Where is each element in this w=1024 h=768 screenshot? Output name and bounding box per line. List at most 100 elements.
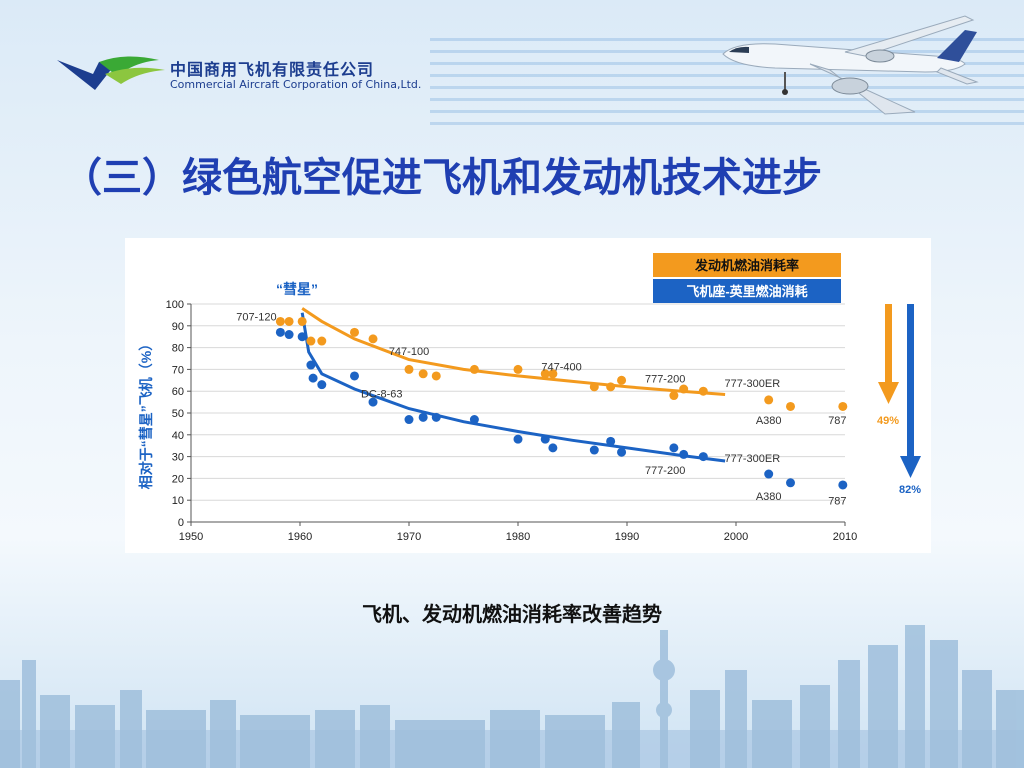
seat-data-point [838, 480, 848, 490]
seat-data-point [308, 373, 318, 383]
aircraft-annotation: 777-200 [645, 373, 685, 385]
engine-data-point [786, 401, 795, 411]
x-tick-label: 1960 [288, 531, 312, 543]
engine-data-point [368, 334, 378, 344]
legend-engine-swatch [653, 253, 841, 277]
engine-data-point [469, 364, 479, 374]
comac-logo [57, 56, 165, 90]
y-tick-label: 50 [172, 408, 184, 420]
trend-line-seat [300, 312, 726, 463]
seat-data-point [764, 469, 774, 479]
seat-data-point [284, 330, 294, 340]
aircraft-annotation: 777-200 [645, 465, 685, 477]
aircraft-annotation: A380 [756, 491, 782, 503]
aircraft-annotation: 707-120 [236, 311, 276, 323]
engine-data-point [764, 395, 774, 405]
city-skyline [0, 625, 1024, 768]
chart-caption: 飞机、发动机燃油消耗率改善趋势 [362, 602, 662, 626]
fuel-efficiency-chart: 0 10 20 30 40 50 60 70 80 90 100 1950 1960 1970 1980 1… [138, 253, 921, 543]
engine-data-point [589, 382, 599, 392]
comet-label: “彗星” [276, 281, 318, 297]
x-tick-label: 1950 [179, 531, 203, 543]
legend-seat-swatch [653, 279, 841, 303]
engine-arrow-icon [878, 304, 899, 404]
seat-data-point [589, 445, 599, 455]
engine-data-point [838, 401, 848, 411]
engine-data-point [284, 316, 294, 326]
engine-data-point [275, 316, 285, 326]
aircraft-annotation: 777-300ER [725, 453, 781, 465]
seat-data-point [418, 412, 428, 422]
y-tick-label: 0 [178, 517, 184, 529]
engine-data-point [606, 382, 616, 392]
seat-data-point [540, 434, 550, 444]
seat-improvement-label: 82% [899, 484, 921, 496]
page-title: （三）绿色航空促进飞机和发动机技术进步 [62, 155, 822, 201]
y-tick-label: 90 [172, 321, 184, 333]
engine-data-point [540, 369, 550, 379]
engine-data-point [617, 375, 627, 385]
seat-data-point [513, 434, 523, 444]
engine-data-point [297, 316, 307, 326]
legend-seat-label: 飞机座-英里燃油消耗 [686, 284, 807, 299]
aircraft-annotation: 787 [828, 496, 846, 508]
engine-data-point [698, 386, 708, 396]
seat-data-point [306, 360, 316, 370]
engine-data-point [404, 364, 414, 374]
y-tick-label: 40 [172, 430, 184, 442]
engine-data-point [513, 364, 523, 374]
engine-data-point [350, 327, 359, 337]
y-tick-label: 20 [172, 473, 184, 485]
aircraft-annotation: DC-8-63 [361, 389, 403, 401]
improvement-arrows: 49% 82% [877, 304, 921, 496]
legend-engine-label: 发动机燃油消耗率 [694, 258, 799, 273]
chart-panel: 0 10 20 30 40 50 60 70 80 90 100 1950 1960 1970 1980 1… [125, 238, 931, 553]
seat-data-point [548, 443, 558, 453]
x-tick-label: 1990 [615, 531, 639, 543]
company-name-cn: 中国商用飞机有限责任公司 [170, 60, 375, 79]
seat-data-point [679, 449, 689, 459]
x-tick-label: 2000 [724, 531, 748, 543]
trend-line-engine [301, 307, 726, 396]
seat-data-point [669, 443, 679, 453]
y-tick-label: 70 [172, 364, 184, 376]
grid-lines [191, 303, 845, 501]
engine-data-point [548, 369, 558, 379]
engine-improvement-label: 49% [877, 415, 899, 427]
x-tick-label: 1980 [506, 531, 530, 543]
aircraft-annotation: 777-300ER [725, 378, 781, 390]
seat-data-point [469, 415, 479, 425]
seat-data-point [404, 415, 414, 425]
seat-arrow-icon [900, 304, 921, 478]
aircraft-annotation: A380 [756, 415, 782, 427]
seat-data-point [350, 371, 359, 381]
y-axis-label: 相对于“彗星”飞机（%） [138, 337, 154, 489]
engine-data-point [431, 371, 441, 381]
seat-data-point [698, 452, 708, 462]
seat-data-point [606, 436, 616, 446]
seat-data-point [368, 397, 378, 407]
aircraft-annotation: 787 [828, 415, 846, 427]
y-tick-label: 60 [172, 386, 184, 398]
engine-data-point [418, 369, 428, 379]
y-tick-label: 10 [172, 495, 184, 507]
seat-data-point [431, 412, 441, 422]
chart-legend: 发动机燃油消耗率 飞机座-英里燃油消耗 [653, 253, 841, 303]
engine-data-point [306, 336, 316, 346]
seat-data-point [275, 327, 285, 337]
seat-data-point [786, 478, 795, 488]
y-tick-label: 100 [166, 299, 184, 311]
seat-data-point [317, 380, 327, 390]
seat-data-point [617, 447, 627, 457]
engine-data-point [317, 336, 327, 346]
aircraft-annotation: 747-100 [389, 346, 429, 358]
engine-data-point [669, 391, 679, 401]
engine-data-point [679, 384, 689, 394]
airplane-image [722, 15, 979, 115]
seat-data-point [297, 332, 307, 342]
y-tick-label: 80 [172, 343, 184, 355]
x-tick-label: 1970 [397, 531, 421, 543]
x-tick-label: 2010 [833, 531, 857, 543]
company-name-en: Commercial Aircraft Corporation of China… [170, 78, 422, 91]
aircraft-annotation: 747-400 [541, 361, 581, 373]
